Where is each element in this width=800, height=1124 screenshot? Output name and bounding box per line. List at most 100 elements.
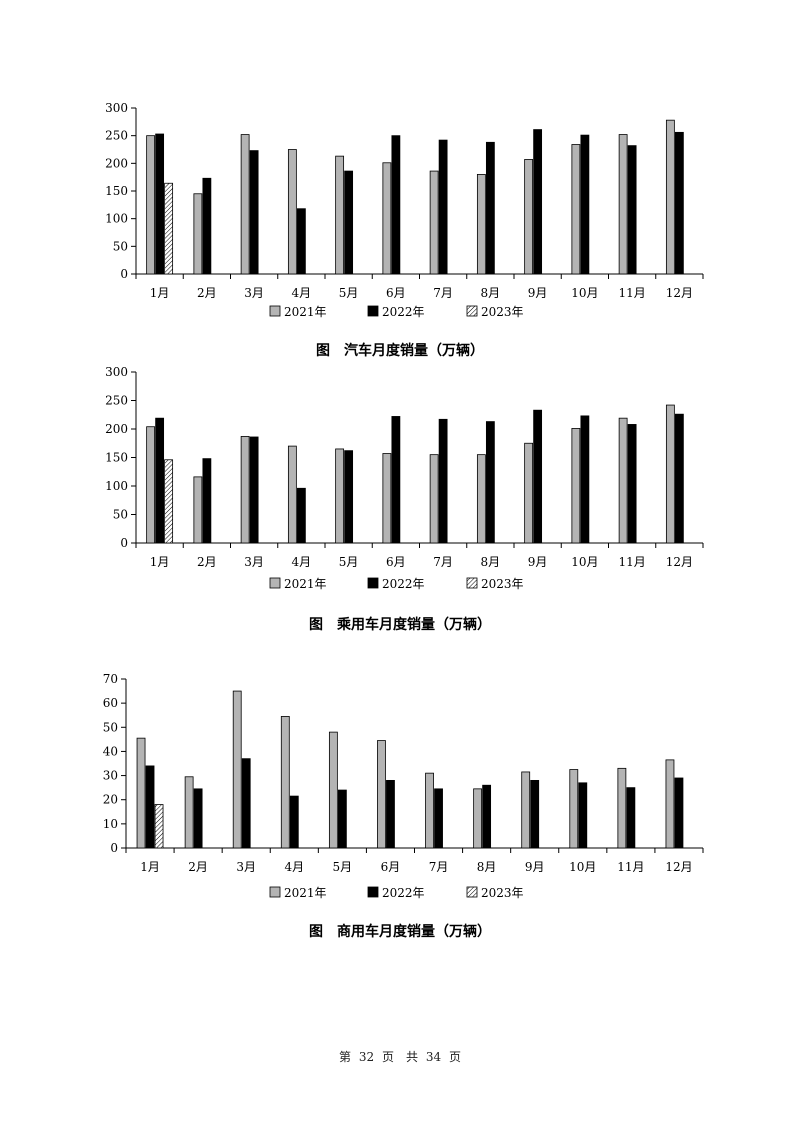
bar-auto-2022-2 (202, 177, 212, 275)
bar-auto-2022-12 (674, 131, 684, 275)
bar-passenger-2022-11 (627, 424, 637, 544)
x-tick-label: 6月 (386, 555, 406, 569)
bar-commercial-2021-7 (425, 772, 434, 849)
bar-passenger-2021-8 (476, 454, 486, 544)
x-tick-label: 3月 (236, 860, 256, 874)
chart-title-auto-sales: 图 汽车月度销量（万辆） (316, 343, 484, 359)
bar-auto-2021-2 (193, 193, 203, 275)
legend-label: 2022年 (382, 577, 425, 591)
x-tick-label: 2月 (197, 555, 217, 569)
y-tick-label: 50 (103, 720, 118, 734)
bar-auto-2022-3 (249, 150, 259, 275)
bar-passenger-2021-11 (618, 417, 628, 544)
x-tick-label: 9月 (528, 286, 548, 300)
x-tick-label: 6月 (381, 860, 401, 874)
y-tick-label: 60 (103, 696, 118, 710)
legend-swatch (367, 305, 379, 317)
y-tick-label: 30 (103, 769, 118, 783)
bar-auto-2021-7 (429, 170, 439, 275)
y-tick-label: 150 (105, 451, 128, 465)
chart-title-passenger-car-sales: 图 乘用车月度销量（万辆） (309, 617, 491, 633)
bar-commercial-2022-2 (193, 788, 203, 849)
x-tick-label: 4月 (292, 555, 312, 569)
x-tick-label: 4月 (284, 860, 304, 874)
x-tick-label: 7月 (429, 860, 449, 874)
bar-auto-2023-1 (164, 182, 174, 275)
x-tick-label: 6月 (386, 286, 406, 300)
bar-commercial-2022-8 (482, 784, 492, 849)
x-tick-label: 1月 (150, 286, 170, 300)
legend-item-2021: 2021年 (269, 577, 327, 591)
page-footer: 第 32 页 共 34 页 (0, 1048, 800, 1065)
x-tick-label: 2月 (197, 286, 217, 300)
chart-commercial-vehicle-sales: 0 10 20 30 40 50 60 70 1月 2月 3月 4月 5月 6月 7月 8月 9月 10月 11月 1… (103, 672, 704, 900)
bar-commercial-2021-2 (184, 776, 194, 849)
legend-item-2022: 2022年 (367, 305, 425, 319)
footer-mid: 页 共 (381, 1050, 418, 1064)
legend-label: 2021年 (284, 577, 327, 591)
x-tick-label: 8月 (481, 555, 501, 569)
legend-swatch (269, 577, 281, 589)
bar-commercial-2021-10 (569, 769, 579, 849)
bar-commercial-2022-11 (626, 787, 636, 849)
bar-commercial-2022-10 (578, 782, 588, 849)
legend-label: 2023年 (481, 577, 524, 591)
bar-commercial-2021-3 (232, 690, 242, 849)
bar-commercial-2022-4 (289, 795, 299, 849)
bar-commercial-2022-5 (337, 789, 347, 849)
bar-commercial-2021-5 (328, 731, 338, 849)
legend-swatch (367, 886, 379, 898)
chart-passenger-car-sales: 0 50 100 150 200 250 300 1月 2月 3月 4月 5月 6月 7月 8月 9月 10月 1… (105, 365, 704, 591)
x-tick-label: 5月 (339, 555, 359, 569)
chart-title-commercial-vehicle-sales: 图 商用车月度销量（万辆） (309, 924, 491, 940)
x-tick-label: 7月 (433, 286, 453, 300)
x-tick-label: 1月 (140, 860, 160, 874)
y-tick-label: 200 (105, 156, 128, 170)
bar-auto-2022-5 (344, 170, 354, 275)
bar-auto-2021-4 (287, 149, 297, 275)
bar-passenger-2022-8 (485, 421, 495, 544)
bar-auto-2021-6 (382, 162, 392, 275)
y-tick-label: 0 (110, 841, 118, 855)
legend-label: 2023年 (481, 886, 524, 900)
legend-item-2022: 2022年 (367, 577, 425, 591)
y-tick-label: 70 (103, 672, 118, 686)
legend-swatch (466, 577, 478, 589)
y-tick-label: 40 (103, 744, 118, 758)
legend-label: 2021年 (284, 886, 327, 900)
legend-swatch (269, 886, 281, 898)
bar-auto-2022-7 (438, 139, 448, 275)
y-tick-label: 300 (105, 365, 128, 379)
legend-swatch (466, 886, 478, 898)
y-tick-label: 250 (105, 129, 128, 143)
bar-commercial-2021-8 (473, 788, 483, 849)
legend-label: 2023年 (481, 305, 524, 319)
legend-label: 2021年 (284, 305, 327, 319)
x-tick-label: 9月 (525, 860, 545, 874)
bar-commercial-2023-1 (154, 804, 164, 849)
y-tick-label: 300 (105, 101, 128, 115)
x-tick-label: 1月 (150, 555, 170, 569)
y-tick-label: 0 (120, 536, 128, 550)
legend-label: 2022年 (382, 305, 425, 319)
bar-auto-2022-6 (391, 135, 401, 275)
bar-commercial-2021-1 (136, 737, 146, 849)
legend-item-2021: 2021年 (269, 305, 327, 319)
legend-label: 2022年 (382, 886, 425, 900)
y-tick-label: 10 (103, 817, 118, 831)
bar-passenger-2022-2 (202, 458, 212, 544)
bar-commercial-2021-12 (665, 759, 675, 849)
x-tick-label: 12月 (666, 286, 693, 300)
bar-passenger-2021-12 (665, 404, 675, 544)
y-tick-label: 200 (105, 422, 128, 436)
bar-passenger-2022-5 (344, 450, 354, 544)
x-tick-label: 11月 (617, 860, 644, 874)
legend-item-2023: 2023年 (466, 305, 524, 319)
bar-passenger-2021-1 (146, 426, 156, 544)
legend-item-2023: 2023年 (466, 577, 524, 591)
y-tick-label: 0 (120, 267, 128, 281)
y-tick-label: 100 (105, 479, 128, 493)
bar-auto-2022-11 (627, 145, 637, 275)
bar-auto-2021-1 (146, 135, 156, 275)
x-tick-label: 8月 (477, 860, 497, 874)
